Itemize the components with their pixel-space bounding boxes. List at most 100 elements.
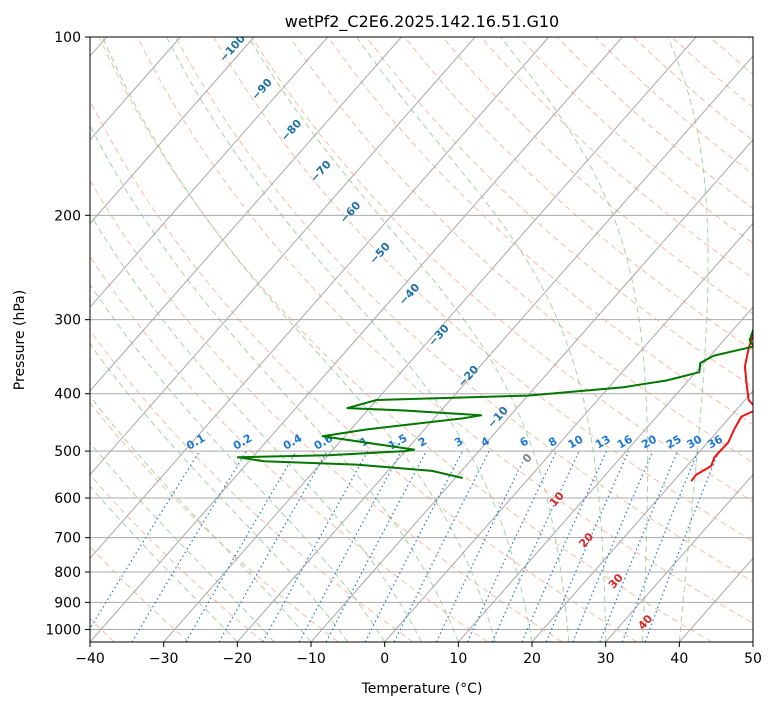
mixing-ratio-label: 0.2 xyxy=(231,432,254,453)
mixing-ratio-label: 25 xyxy=(664,433,684,452)
moist-adiabat xyxy=(356,37,607,642)
mixing-ratio-line xyxy=(621,450,699,642)
moist-adiabat xyxy=(90,442,275,642)
isotherm xyxy=(163,37,697,642)
dry-adiabat xyxy=(137,37,753,624)
isotherm-label: −70 xyxy=(308,158,334,185)
isotherm-label: −80 xyxy=(278,117,304,144)
dry-adiabat xyxy=(480,37,753,279)
mixing-ratio-label: 6 xyxy=(518,434,531,449)
dry-adiabat xyxy=(251,37,753,503)
y-tick-label: 200 xyxy=(54,208,81,224)
dry-adiabat xyxy=(98,37,712,642)
mixing-ratio-line xyxy=(218,450,328,642)
moist-adiabat xyxy=(248,37,570,642)
y-tick-label: 1000 xyxy=(45,622,81,638)
isotherm xyxy=(90,37,255,225)
dry-adiabat xyxy=(709,37,753,75)
mixing-ratio-line xyxy=(491,450,580,642)
mixing-ratio-line xyxy=(298,450,403,642)
isotherm xyxy=(531,390,753,642)
dry-adiabat xyxy=(90,329,414,642)
x-axis-title: Temperature (°C) xyxy=(361,681,483,697)
dewpoint-profile xyxy=(236,327,753,479)
mixing-ratio-label: 13 xyxy=(593,433,613,452)
mixing-ratio-label: 16 xyxy=(615,432,635,451)
isotherm xyxy=(457,306,753,642)
mixing-ratio-line xyxy=(435,450,529,642)
dry-adiabat xyxy=(327,37,753,426)
x-tick-label: −40 xyxy=(75,651,105,667)
moist-adiabat xyxy=(667,37,709,642)
dry-adiabat xyxy=(404,37,753,351)
isotherm xyxy=(752,641,753,642)
isotherm xyxy=(90,37,181,141)
dry-adiabat xyxy=(213,37,753,542)
isotherm xyxy=(90,37,476,476)
moist-adiabat xyxy=(90,485,238,642)
moist-adiabat xyxy=(90,395,312,642)
mixing-ratio-line xyxy=(393,450,490,642)
moist-adiabat xyxy=(166,37,533,642)
isotherm xyxy=(605,473,753,642)
isotherm-label: −30 xyxy=(426,322,452,349)
y-axis: 100 200 300 400 500 600 700 800 900 1000 xyxy=(45,30,90,638)
x-tick-label: −30 xyxy=(149,651,179,667)
mixing-ratio-line xyxy=(325,450,427,642)
isotherm-label: 10 xyxy=(547,489,567,509)
isotherm-label: −90 xyxy=(249,76,275,103)
moist-adiabat xyxy=(102,37,496,642)
mixing-ratio-label: 0.4 xyxy=(281,431,305,452)
mixing-ratio-line xyxy=(131,450,247,642)
dry-adiabat xyxy=(175,37,753,583)
mixing-ratio-line xyxy=(90,450,201,630)
mixing-ratio-line xyxy=(185,450,297,642)
x-tick-label: 50 xyxy=(744,651,762,667)
isotherm-label: 20 xyxy=(576,530,596,550)
isotherm xyxy=(310,138,753,642)
x-tick-label: 20 xyxy=(523,651,541,667)
mixing-ratio-line xyxy=(466,450,558,642)
mixing-ratio-line xyxy=(644,450,720,642)
isotherm-label: −10 xyxy=(485,404,511,431)
dry-adiabat xyxy=(556,37,753,210)
dry-adiabat xyxy=(90,545,190,642)
profile-series xyxy=(236,327,753,482)
dry-adiabat xyxy=(90,255,488,642)
y-tick-label: 800 xyxy=(54,565,81,581)
dry-adiabat xyxy=(90,99,638,642)
isotherm xyxy=(90,37,550,560)
x-tick-label: −20 xyxy=(223,651,253,667)
moist-adiabat xyxy=(90,212,422,642)
background-lines xyxy=(90,37,753,642)
line-labels: 0.1 0.2 0.4 0.6 1 1.5 2 3 4 6 8 10 13 16 20 25 30 36−100−… xyxy=(184,37,725,632)
x-tick-label: −10 xyxy=(296,651,326,667)
x-tick-label: 40 xyxy=(670,651,688,667)
y-tick-label: 500 xyxy=(54,444,81,460)
x-tick-label: 30 xyxy=(597,651,615,667)
dry-adiabat xyxy=(90,401,339,642)
dry-adiabat xyxy=(90,473,264,642)
dry-adiabat xyxy=(671,37,753,108)
dry-adiabat xyxy=(90,179,563,642)
moist-adiabat xyxy=(500,37,649,642)
mixing-ratio-label: 4 xyxy=(479,434,492,449)
y-tick-label: 400 xyxy=(54,387,81,403)
y-tick-label: 100 xyxy=(54,30,81,46)
dry-adiabat xyxy=(289,37,753,464)
x-axis: −40 −30 −20 −10 0 10 20 30 40 50 xyxy=(75,642,762,667)
plot-frame xyxy=(89,36,754,643)
isotherm-label: −50 xyxy=(367,240,393,267)
y-tick-label: 700 xyxy=(54,531,81,547)
mixing-ratio-label: 10 xyxy=(566,432,586,451)
mixing-ratio-label: 20 xyxy=(639,432,659,451)
temperature-profile xyxy=(690,331,753,482)
isotherm xyxy=(236,55,753,642)
mixing-ratio-label: 8 xyxy=(546,435,559,450)
mixing-ratio-line xyxy=(262,450,369,642)
isotherm-label: −60 xyxy=(337,199,363,226)
y-tick-label: 600 xyxy=(54,491,81,507)
y-tick-label: 900 xyxy=(54,595,81,611)
x-tick-label: 0 xyxy=(380,651,389,667)
dry-adiabat xyxy=(632,37,753,142)
